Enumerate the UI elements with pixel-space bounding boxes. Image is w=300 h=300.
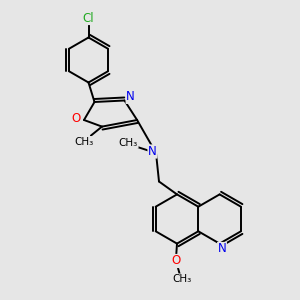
Text: Cl: Cl bbox=[83, 11, 94, 25]
Text: CH₃: CH₃ bbox=[74, 136, 94, 147]
Text: CH₃: CH₃ bbox=[119, 138, 138, 148]
Text: N: N bbox=[218, 242, 226, 256]
Text: N: N bbox=[126, 90, 135, 104]
Text: O: O bbox=[172, 254, 181, 268]
Text: CH₃: CH₃ bbox=[172, 274, 192, 284]
Text: O: O bbox=[72, 112, 81, 125]
Text: N: N bbox=[148, 145, 157, 158]
